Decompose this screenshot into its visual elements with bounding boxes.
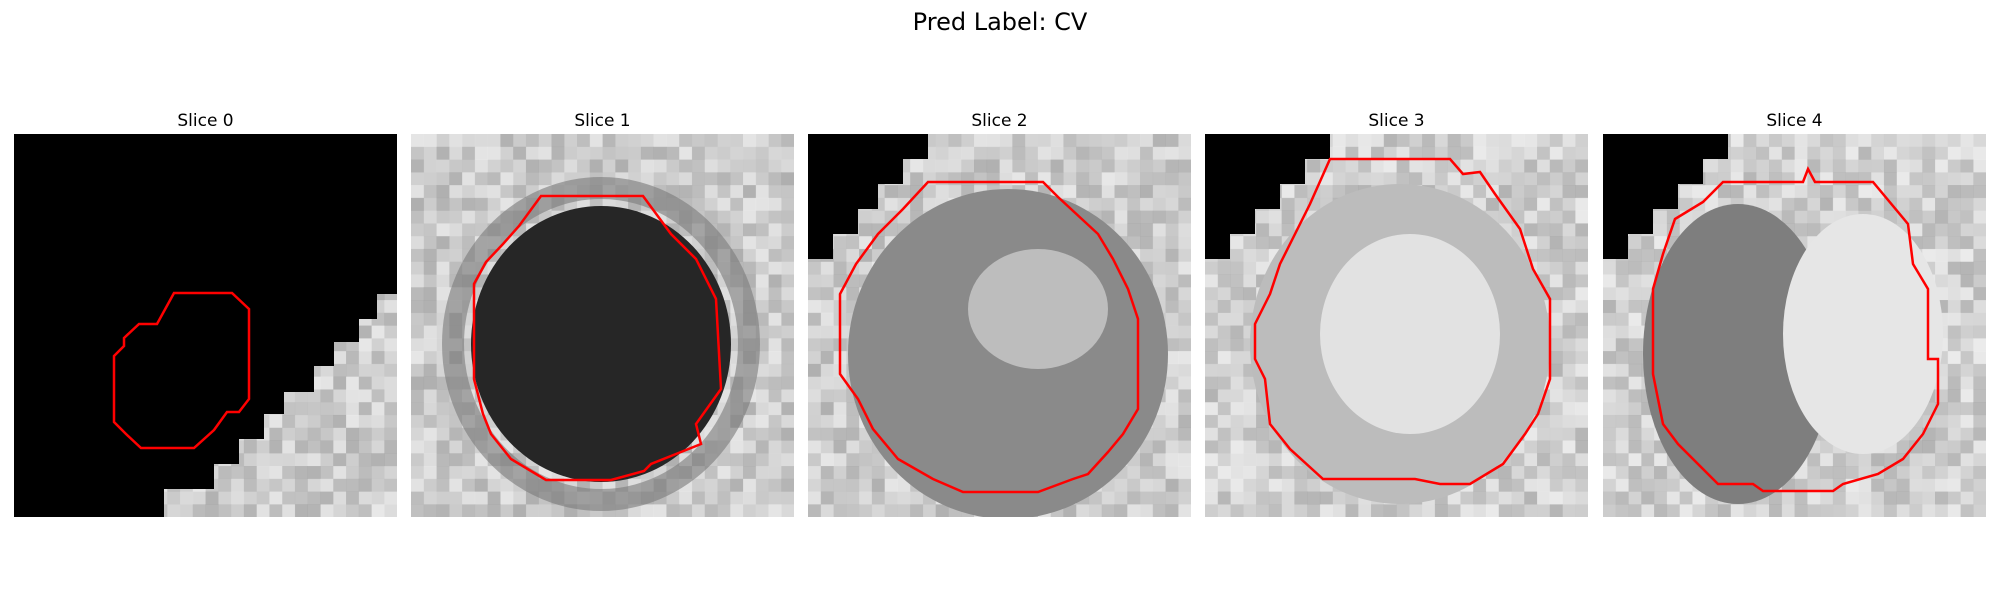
lesion-4-dark: [1643, 204, 1833, 504]
contour-0: [112, 291, 251, 450]
slice-image-0: [14, 134, 397, 517]
slice-title-1: Slice 1: [574, 111, 631, 131]
figure-title: Pred Label: CV: [912, 8, 1088, 36]
mask-corner-2: [808, 134, 928, 259]
slice-title-2: Slice 2: [971, 111, 1028, 131]
mask-region-0: [14, 134, 397, 517]
contour-4: [1651, 166, 1940, 493]
mask-corner-3: [1205, 134, 1330, 259]
slice-title-4: Slice 4: [1766, 111, 1823, 131]
slice-panel-3: Slice 3: [1205, 108, 1588, 517]
slice-title-3: Slice 3: [1368, 111, 1425, 131]
slice-panel-0: Slice 0: [14, 108, 397, 517]
slice-panel-1: Slice 1: [411, 108, 794, 517]
slice-image-3: [1205, 134, 1588, 517]
slice-image-1: [411, 134, 794, 517]
contour-3: [1253, 157, 1552, 486]
slice-title-0: Slice 0: [177, 111, 234, 131]
contour-1: [472, 194, 723, 482]
slice-image-2: [808, 134, 1191, 517]
slice-panel-2: Slice 2: [808, 108, 1191, 517]
lesion-4-bright: [1783, 214, 1943, 454]
mask-corner-4: [1603, 134, 1728, 259]
slice-image-4: [1603, 134, 1986, 517]
contour-2: [838, 180, 1140, 494]
dark-lesion-1: [471, 206, 731, 482]
slice-panel-4: Slice 4: [1603, 108, 1986, 517]
